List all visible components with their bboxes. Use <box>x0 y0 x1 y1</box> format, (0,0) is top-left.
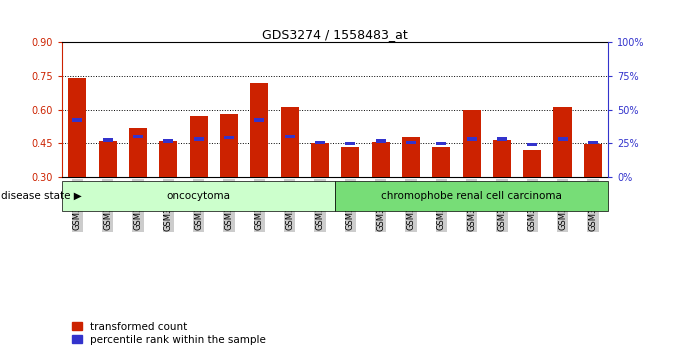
Bar <box>220 114 238 177</box>
Bar <box>588 141 598 144</box>
Bar <box>346 142 355 145</box>
Bar <box>402 137 420 177</box>
Bar <box>372 142 390 177</box>
Bar <box>133 135 143 138</box>
Bar <box>584 144 602 177</box>
Bar <box>376 139 386 143</box>
Bar <box>341 147 359 177</box>
Bar <box>189 116 208 177</box>
Bar <box>497 137 507 141</box>
Bar <box>493 140 511 177</box>
Bar <box>281 108 299 177</box>
Bar <box>335 181 608 211</box>
Bar <box>311 143 329 177</box>
Bar <box>315 141 325 144</box>
Text: chromophobe renal cell carcinoma: chromophobe renal cell carcinoma <box>381 190 562 201</box>
Bar <box>62 181 335 211</box>
Text: disease state ▶: disease state ▶ <box>1 190 82 201</box>
Bar <box>254 118 265 121</box>
Bar <box>103 138 113 142</box>
Bar <box>436 142 446 145</box>
Bar <box>466 137 477 141</box>
Bar <box>527 143 538 146</box>
Text: oncocytoma: oncocytoma <box>167 190 231 201</box>
Bar <box>250 83 268 177</box>
Bar <box>99 141 117 177</box>
Title: GDS3274 / 1558483_at: GDS3274 / 1558483_at <box>263 28 408 41</box>
Bar <box>159 141 178 177</box>
Bar <box>462 110 481 177</box>
Bar <box>558 137 567 141</box>
Bar <box>553 108 571 177</box>
Bar <box>68 78 86 177</box>
Bar <box>73 118 82 121</box>
Bar <box>523 150 541 177</box>
Bar <box>224 136 234 139</box>
Bar <box>406 141 416 144</box>
Bar <box>285 135 294 138</box>
Bar <box>193 137 204 141</box>
Bar <box>129 128 147 177</box>
Legend: transformed count, percentile rank within the sample: transformed count, percentile rank withi… <box>68 317 270 349</box>
Bar <box>432 147 451 177</box>
Bar <box>163 139 173 143</box>
